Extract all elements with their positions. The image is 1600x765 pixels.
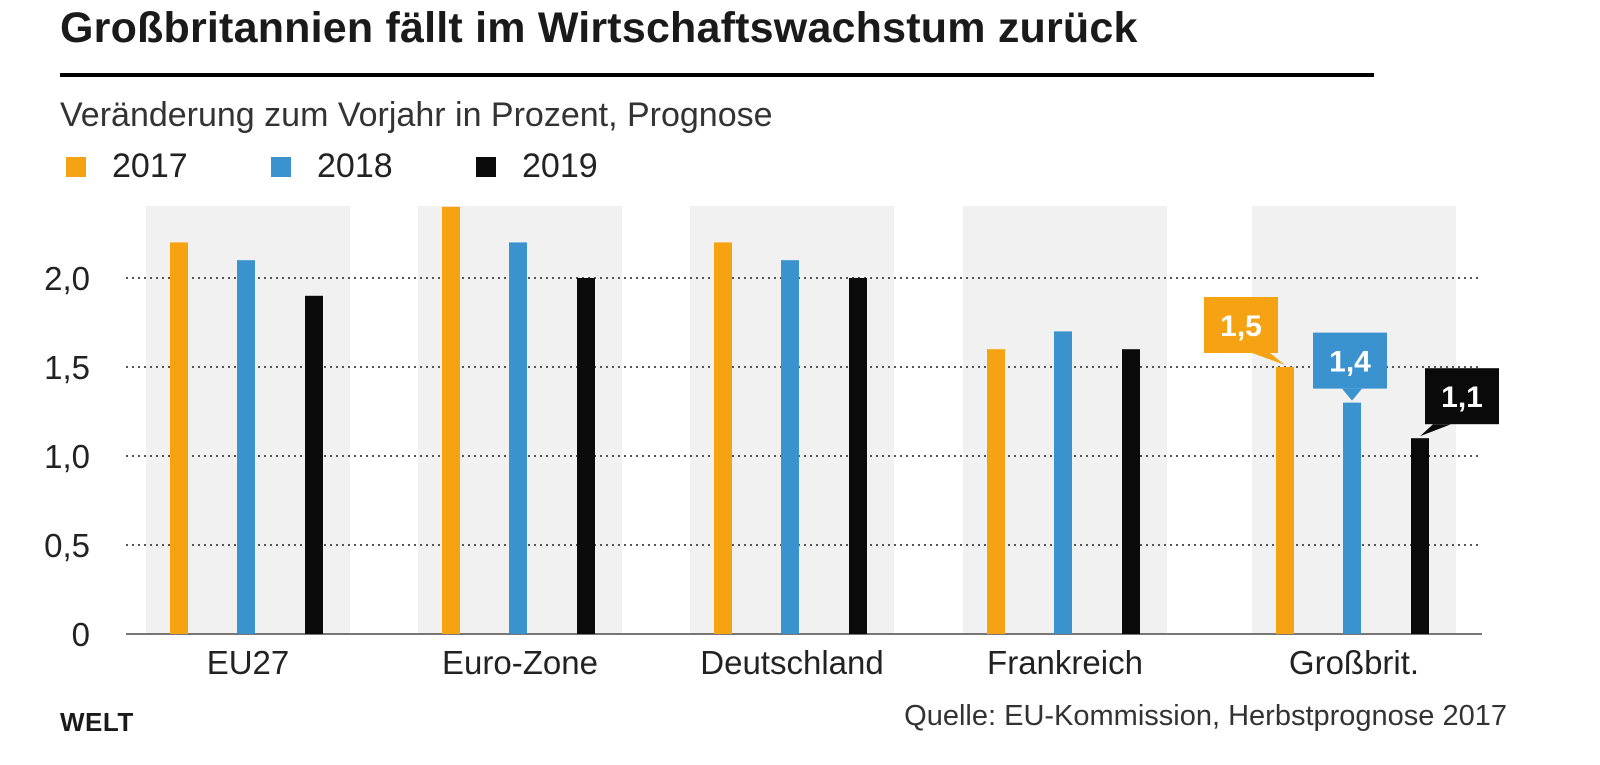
- title-underline: [60, 73, 1374, 77]
- legend-swatch-2019: [476, 156, 496, 177]
- y-tick-label: 2,0: [44, 260, 90, 297]
- y-tick-label: 1,0: [44, 438, 90, 475]
- legend-swatch-2017: [66, 156, 86, 177]
- chart-title: Großbritannien fällt im Wirtschaftswachs…: [60, 4, 1138, 52]
- bar-euro-zone-2019: [577, 278, 595, 634]
- callout-box-2018: [1313, 332, 1387, 389]
- callout-box-2019: [1425, 368, 1499, 425]
- legend-swatch-2018: [271, 156, 291, 177]
- y-tick-label: 0: [72, 616, 90, 653]
- bar-frankreich-2018: [1054, 331, 1072, 634]
- callout-label-2017: 1,5: [1220, 310, 1262, 343]
- legend-label-2019: 2019: [522, 147, 598, 185]
- legend-label-2018: 2018: [317, 147, 393, 185]
- welt-logo: WELT: [60, 707, 134, 737]
- callout-label-2018: 1,4: [1329, 346, 1371, 379]
- bar-eu27-2017: [170, 242, 188, 634]
- bar-eu27-2019: [305, 295, 323, 634]
- bar-grossbrit-2019: [1411, 438, 1429, 634]
- bar-grossbrit-2018: [1343, 402, 1361, 634]
- bar-frankreich-2017: [987, 349, 1005, 634]
- bar-grossbrit-2017: [1276, 367, 1294, 634]
- legend-item-2019: 2019: [476, 147, 598, 186]
- bar-euro-zone-2017: [442, 206, 460, 635]
- bar-frankreich-2019: [1122, 349, 1140, 634]
- callout-pointer-2018: [1342, 388, 1362, 401]
- bar-euro-zone-2018: [509, 242, 527, 634]
- source-note: Quelle: EU-Kommission, Herbstprognose 20…: [904, 700, 1507, 732]
- callout-box-2017: [1204, 297, 1278, 353]
- callout-label-2019: 1,1: [1441, 381, 1483, 414]
- bar-deutschland-2018: [781, 260, 799, 634]
- callout-pointer-2019: [1420, 424, 1451, 437]
- x-tick-label-eu27: EU27: [207, 644, 290, 681]
- x-tick-label-frankreich: Frankreich: [987, 644, 1143, 681]
- bar-eu27-2018: [237, 260, 255, 634]
- legend-item-2017: 2017: [66, 147, 188, 186]
- y-tick-label: 1,5: [44, 349, 90, 386]
- x-tick-label-grossbrit: Großbrit.: [1289, 644, 1419, 681]
- legend-label-2017: 2017: [112, 147, 188, 185]
- chart-subtitle: Veränderung zum Vorjahr in Prozent, Prog…: [60, 96, 773, 134]
- legend-item-2018: 2018: [271, 147, 393, 186]
- callout-pointer-2017: [1252, 353, 1285, 365]
- y-tick-label: 0,5: [44, 527, 90, 564]
- bar-deutschland-2019: [849, 278, 867, 634]
- x-tick-label-euro-zone: Euro-Zone: [442, 644, 598, 681]
- x-tick-label-deutschland: Deutschland: [700, 644, 883, 681]
- bar-deutschland-2017: [714, 242, 732, 634]
